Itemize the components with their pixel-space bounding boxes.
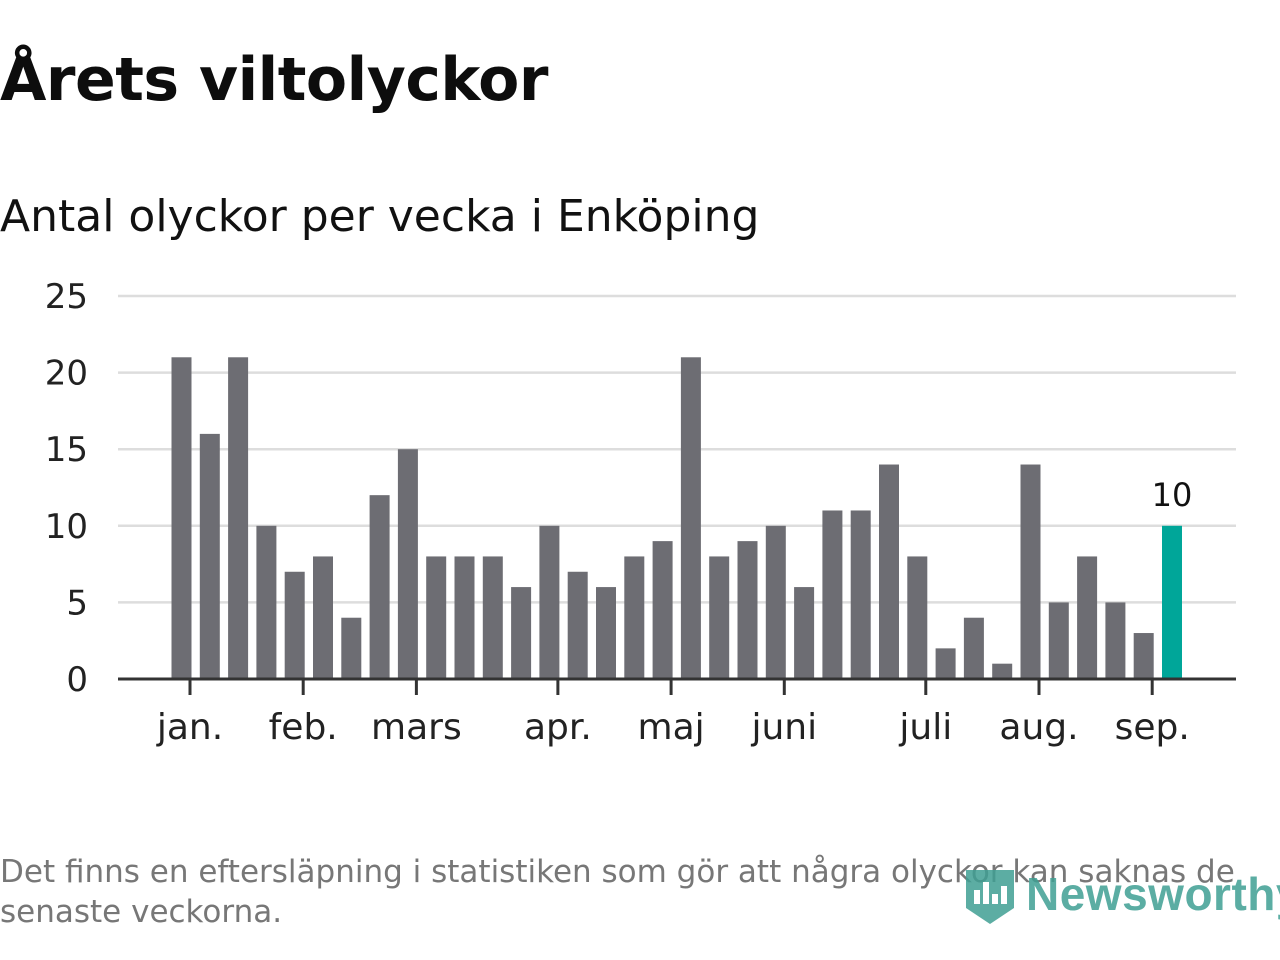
newsworthy-logo-icon	[966, 870, 1014, 924]
bar	[765, 525, 786, 679]
bar	[680, 357, 701, 679]
bar	[907, 556, 928, 679]
x-tick-label: feb.	[269, 707, 338, 748]
bar	[935, 648, 956, 679]
bar	[199, 433, 220, 679]
bar	[1020, 464, 1041, 679]
bar	[624, 556, 645, 679]
gridlines	[118, 294, 1236, 604]
chart-title: Årets viltolyckor	[0, 45, 549, 115]
x-tick-label: aug.	[999, 707, 1078, 748]
x-tick-label: sep.	[1115, 707, 1190, 748]
bar	[652, 541, 673, 679]
brand-logo: Newsworthy	[962, 862, 1280, 926]
bar	[963, 617, 984, 679]
bar	[426, 556, 447, 679]
bar	[567, 571, 588, 679]
x-tick-label: juli	[898, 707, 952, 748]
highlighted-bar	[1162, 525, 1182, 679]
bar	[284, 571, 305, 679]
y-tick-label: 20	[45, 354, 88, 394]
bar	[397, 449, 418, 679]
footnote: Det finns en eftersläpning i statistiken…	[0, 854, 1235, 930]
bar	[1105, 602, 1126, 679]
bar	[313, 556, 333, 679]
bar	[539, 525, 560, 679]
bar	[879, 464, 899, 679]
bar	[1077, 556, 1098, 679]
bar	[171, 357, 192, 679]
bar	[992, 663, 1013, 679]
bar	[511, 587, 532, 679]
chart-subtitle: Antal olyckor per vecka i Enköping	[0, 191, 760, 242]
bar	[737, 541, 758, 679]
y-tick-label: 25	[45, 277, 88, 317]
bar	[369, 495, 390, 679]
brand-name: Newsworthy	[1026, 868, 1280, 920]
bar-chart: 0 5 10 15 20 25 10 jan. feb. mars apr. maj juni jul…	[45, 277, 1236, 748]
bar	[850, 510, 871, 679]
x-tick-label: maj	[638, 707, 705, 748]
x-axis-ticks: jan. feb. mars apr. maj juni juli aug. sep.	[156, 679, 1190, 748]
x-tick-label: jan.	[156, 707, 223, 748]
bar	[454, 556, 475, 679]
data-label: 10	[1152, 476, 1193, 514]
bars	[171, 357, 1182, 679]
bar	[256, 525, 277, 679]
bar	[822, 510, 843, 679]
bar	[341, 617, 362, 679]
y-axis-ticks: 0 5 10 15 20 25	[45, 277, 88, 700]
y-tick-label: 5	[66, 583, 88, 623]
bar	[482, 556, 503, 679]
bar	[709, 556, 730, 679]
y-tick-label: 0	[66, 660, 88, 700]
bar	[596, 587, 616, 679]
bar	[228, 357, 249, 679]
bar	[1048, 602, 1069, 679]
y-tick-label: 15	[45, 430, 88, 470]
data-labels: 10	[1152, 476, 1193, 514]
x-tick-label: juni	[750, 707, 817, 748]
y-tick-label: 10	[45, 507, 88, 547]
bar	[794, 587, 815, 679]
bar	[1133, 633, 1154, 679]
x-tick-label: apr.	[524, 707, 592, 748]
x-tick-label: mars	[371, 707, 462, 748]
